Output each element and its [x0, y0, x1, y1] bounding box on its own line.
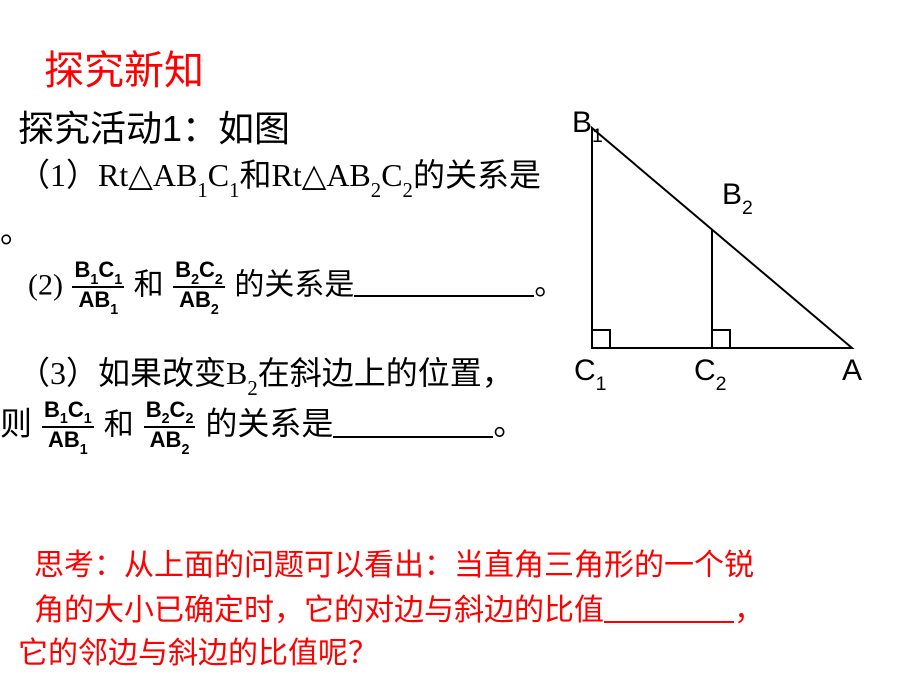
label-c1: C1 — [574, 354, 607, 393]
q1-sub1: 1 — [197, 179, 207, 202]
q1-sub3: 2 — [371, 179, 381, 202]
q3-l2-prefix: 则 — [0, 405, 32, 441]
q1-c1: C — [208, 157, 229, 193]
q3-and: 和 — [104, 408, 134, 441]
q1-mid: 和Rt△AB — [239, 157, 370, 193]
question-1: （1）Rt△AB1C1和Rt△AB2C2的关系是 — [18, 150, 541, 199]
q1-sub4: 2 — [403, 179, 413, 202]
q3-blank — [333, 399, 493, 437]
label-b2: B2 — [722, 178, 753, 217]
label-c2: C2 — [694, 354, 727, 393]
q2-fraction-2: B2C2 AB2 — [173, 258, 225, 317]
q3-fraction-1: B1C1 AB1 — [42, 398, 94, 457]
thought-blank — [604, 587, 734, 623]
activity-heading: 探究活动1：如图 — [18, 100, 290, 152]
thought-line3: 它的邻边与斜边的比值呢？ — [18, 628, 378, 672]
q3-tail: 的关系是 — [205, 405, 333, 441]
label-b1: B1 — [572, 106, 603, 145]
thought-l2a: 角的大小已确定时，它的对边与斜边的比值 — [34, 594, 604, 627]
label-a: A — [842, 354, 862, 388]
triangle-diagram: B1 B2 C1 C2 A — [552, 118, 892, 398]
q3-l1-prefix: （3）如果改变B — [18, 355, 247, 391]
thought-line1: 思考：从上面的问题可以看出：当直角三角形的一个锐 — [34, 540, 754, 584]
q3-fraction-2: B2C2 AB2 — [144, 398, 196, 457]
q1-sub2: 1 — [229, 179, 239, 202]
q3-period: 。 — [493, 405, 525, 441]
q2-and: 和 — [134, 268, 164, 301]
q1-period: 。 — [0, 206, 32, 252]
thought-l2b: ， — [734, 594, 764, 627]
thought-line2: 角的大小已确定时，它的对边与斜边的比值 ， — [34, 584, 764, 629]
question-2: (2) B1C1 AB1 和 B2C2 AB2 的关系是。 — [28, 258, 564, 317]
q3-l1-tail: 在斜边上的位置， — [258, 355, 514, 391]
q2-fraction-1: B1C1 AB1 — [72, 258, 124, 317]
question-3-line2: 则 B1C1 AB1 和 B2C2 AB2 的关系是 。 — [0, 396, 525, 456]
triangle-svg — [552, 118, 892, 378]
question-3-line1: （3）如果改变B2在斜边上的位置， — [18, 348, 514, 397]
q1-tail: 的关系是 — [413, 157, 541, 193]
q2-blank — [354, 261, 534, 297]
q1-text: （1）Rt△AB — [18, 157, 197, 193]
q2-tail: 的关系是 — [234, 268, 354, 301]
section-title: 探究新知 — [44, 38, 204, 96]
q2-prefix: (2) — [28, 268, 63, 301]
q1-c2: C — [381, 157, 402, 193]
